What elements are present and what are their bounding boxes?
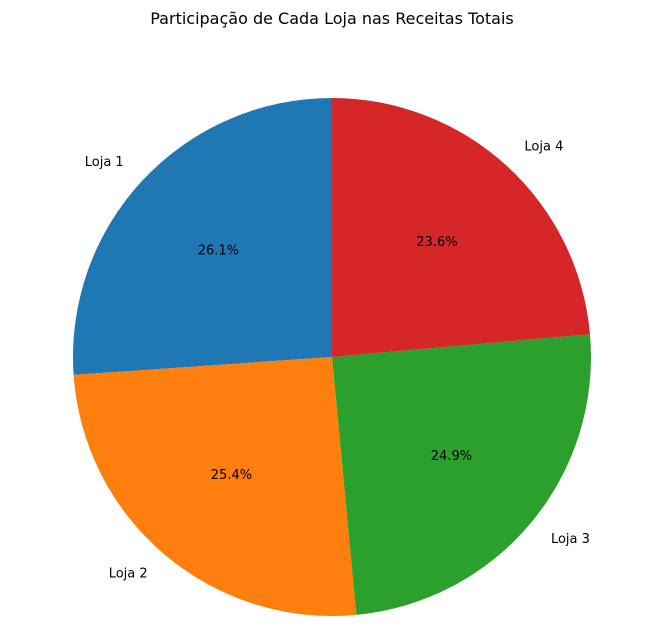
slice-label-loja-3: Loja 3 [551,532,590,547]
slice-percent-loja-2: 25.4% [211,468,252,483]
slice-percent-loja-1: 26.1% [198,243,239,258]
slice-label-loja-2: Loja 2 [109,567,148,582]
pie-slice-loja-2 [73,357,357,616]
pie-slice-loja-1 [73,98,333,375]
slice-percent-loja-4: 23.6% [416,235,457,250]
pie-slices [73,98,591,616]
slice-label-loja-4: Loja 4 [524,139,563,154]
slice-percent-loja-3: 24.9% [431,449,472,464]
slice-label-loja-1: Loja 1 [85,155,124,170]
chart-title: Participação de Cada Loja nas Receitas T… [150,9,514,28]
pie-slice-loja-4 [332,98,590,357]
pie-labels: Loja 1 26.1% Loja 2 25.4% Loja 3 24.9% Loja 4 2… [85,139,590,581]
pie-slice-loja-3 [332,334,591,615]
